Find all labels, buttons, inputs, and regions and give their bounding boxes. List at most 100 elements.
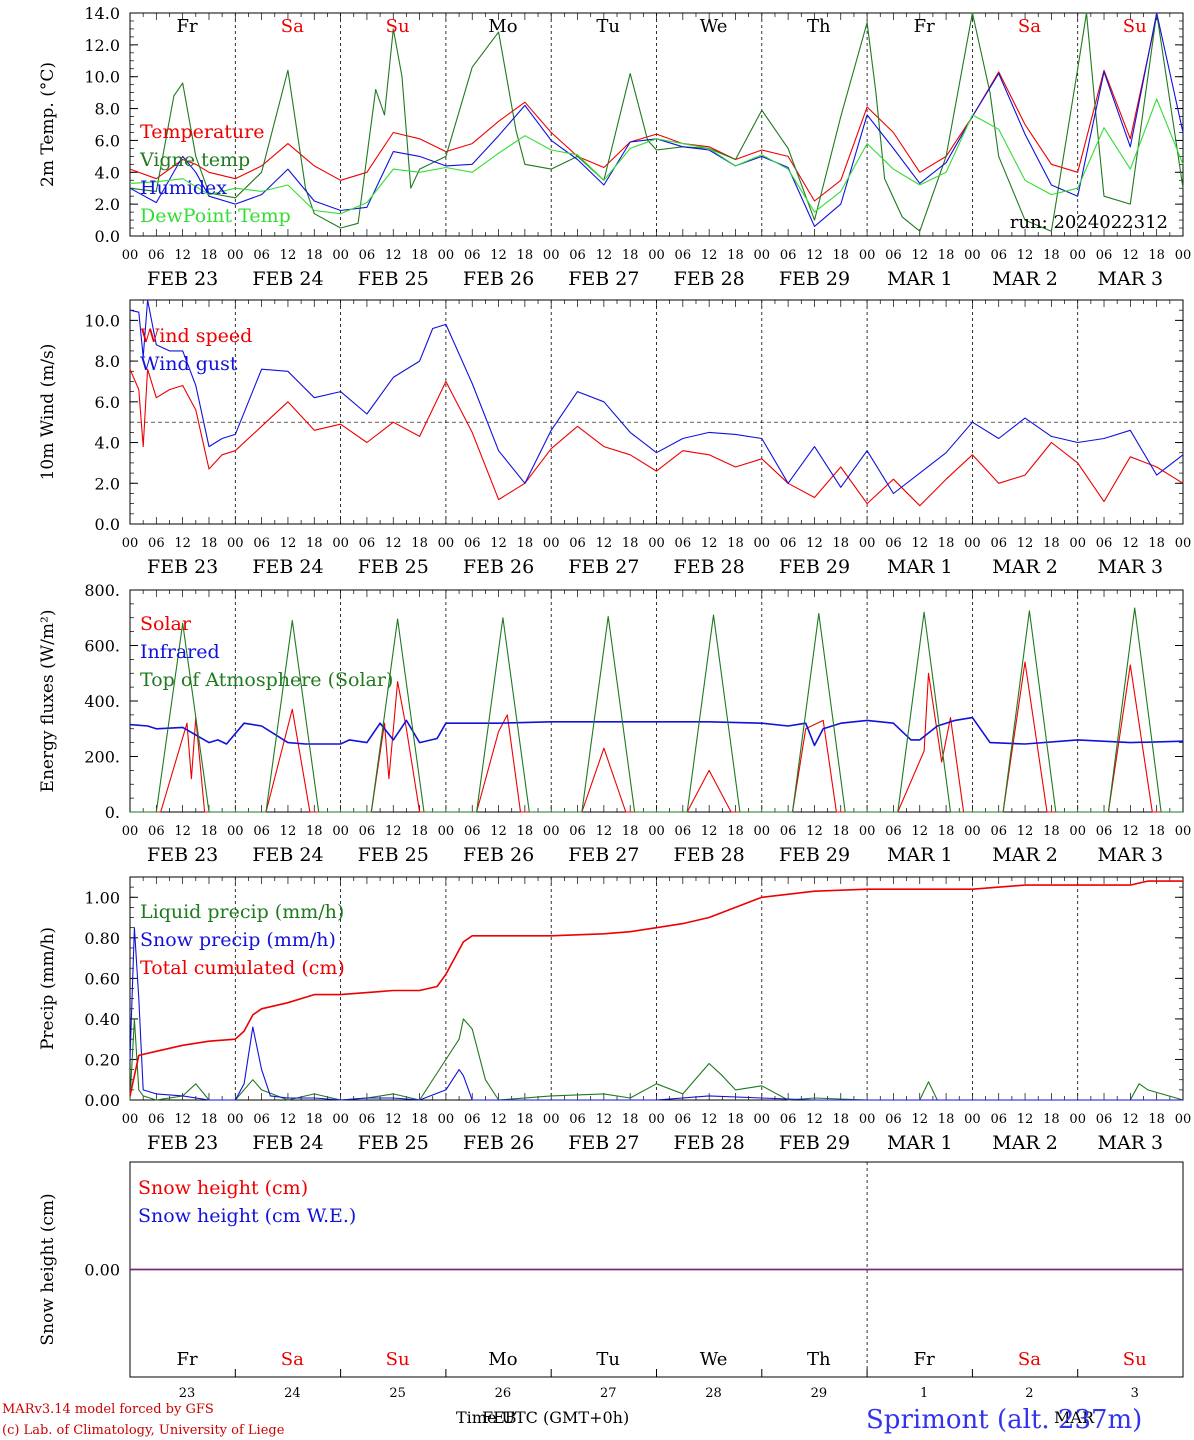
hour-label: 06 [675,824,692,839]
date-label: FEB 23 [147,556,218,578]
day-number-label: 23 [179,1386,196,1401]
hour-label: 00 [754,248,771,263]
weekday-label: Mo [488,16,517,37]
hour-label: 18 [306,248,323,263]
y-tick-label: 0.40 [84,1010,120,1029]
weekday-label: Su [1123,16,1147,37]
hour-label: 06 [780,536,797,551]
date-label: MAR 3 [1098,556,1164,578]
legend-snow_height_cm: Snow height (cm) [138,1177,308,1199]
date-label: FEB 26 [463,268,534,290]
hour-label: 18 [727,536,744,551]
legend-solar: Solar [140,613,192,635]
legend-toa: Top of Atmosphere (Solar) [140,669,393,691]
y-axis-label: 10m Wind (m/s) [38,344,58,481]
weekday-label: Sa [281,16,304,37]
hour-label: 12 [174,1112,191,1127]
time-axis-title: Time UTC (GMT+0h) [456,1408,629,1427]
hour-label: 12 [385,536,402,551]
hour-label: 12 [806,1112,823,1127]
hour-label: 00 [227,248,244,263]
weekday-label: We [700,16,728,37]
legend-wind_speed: Wind speed [140,325,252,347]
date-label: MAR 3 [1098,844,1164,866]
hour-label: 12 [701,248,718,263]
hour-label: 18 [517,536,534,551]
hour-label: 06 [1096,824,1113,839]
hour-label: 00 [1069,1112,1086,1127]
date-label: FEB 29 [779,844,850,866]
y-tick-label: 0.0 [95,515,120,534]
weekday-label: Sa [281,1349,304,1370]
hour-label: 06 [1096,536,1113,551]
weekday-label: Fr [176,16,197,37]
date-label: FEB 29 [779,1132,850,1154]
hour-label: 00 [543,824,560,839]
hour-label: 06 [675,536,692,551]
y-tick-label: 8.0 [95,352,120,371]
hour-label: 12 [911,824,928,839]
series-line-wind_gust [129,299,1184,495]
hour-label: 06 [148,824,165,839]
hour-label: 00 [648,1112,665,1127]
y-tick-label: 2.0 [95,474,120,493]
hour-label: 18 [938,1112,955,1127]
hour-label: 06 [885,248,902,263]
date-label: FEB 24 [252,556,323,578]
date-label: FEB 28 [674,844,745,866]
temperature-panel: 0.0 2.0 4.0 6.0 8.0 10.0 12.0 14.0 2m Temp. (°C)… [38,4,1191,290]
hour-label: 12 [1017,1112,1034,1127]
hour-label: 00 [438,1112,455,1127]
hour-label: 06 [148,1112,165,1127]
hour-label: 12 [174,536,191,551]
date-label: FEB 29 [779,556,850,578]
y-axis-label: Precip (mm/h) [38,927,58,1050]
hour-label: 12 [596,824,613,839]
hour-label: 12 [701,1112,718,1127]
hour-label: 18 [833,536,850,551]
hour-label: 00 [1175,536,1192,551]
series-line-dewpoint [129,98,1184,215]
day-number-label: 3 [1131,1386,1139,1401]
y-tick-label: 200. [84,748,120,767]
y-tick-label: 10.0 [84,311,120,330]
hour-label: 18 [517,1112,534,1127]
day-number-label: 27 [600,1386,617,1401]
weekday-label: Su [386,16,410,37]
date-label: FEB 26 [463,1132,534,1154]
hour-label: 12 [1122,1112,1139,1127]
hour-label: 06 [253,824,270,839]
hour-label: 00 [859,536,876,551]
day-number-label: 29 [811,1386,828,1401]
legend-wind_gust: Wind gust [140,353,238,375]
series-line-humidex [129,12,1184,227]
date-label: MAR 3 [1098,268,1164,290]
hour-label: 12 [1017,248,1034,263]
hour-label: 18 [1043,824,1060,839]
hour-label: 12 [385,824,402,839]
hour-label: 06 [464,536,481,551]
hour-label: 06 [148,536,165,551]
date-label: FEB 27 [568,268,639,290]
y-tick-label: 10.0 [84,68,120,87]
hour-label: 00 [648,824,665,839]
hour-label: 00 [964,1112,981,1127]
hour-label: 12 [1122,536,1139,551]
hour-label: 00 [438,536,455,551]
hour-label: 12 [280,1112,297,1127]
hour-label: 06 [569,1112,586,1127]
hour-label: 06 [1096,248,1113,263]
hour-label: 00 [332,248,349,263]
hour-label: 12 [1017,536,1034,551]
date-label: MAR 1 [887,556,953,578]
date-label: MAR 2 [992,268,1058,290]
hour-label: 00 [227,824,244,839]
weekday-label: We [700,1349,728,1370]
y-tick-label: 6.0 [95,131,120,150]
series-line-vigne [129,12,1184,232]
series-line-wind_speed [129,368,1184,507]
hour-label: 06 [990,248,1007,263]
hour-label: 06 [464,248,481,263]
y-axis-label: Snow height (cm) [38,1193,58,1345]
